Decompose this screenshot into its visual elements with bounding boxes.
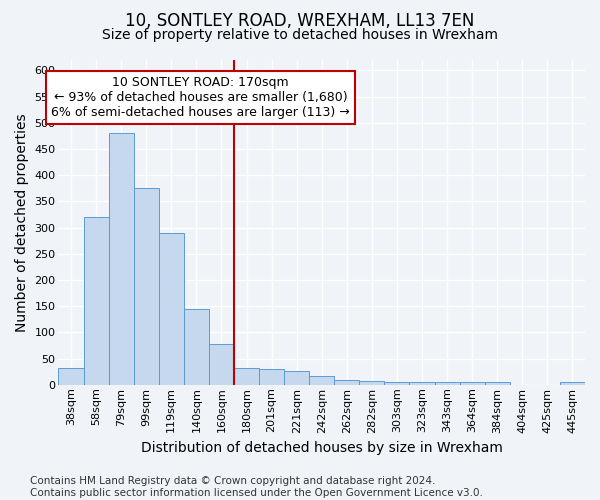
Bar [209, 344, 234, 385]
Text: 10 SONTLEY ROAD: 170sqm
← 93% of detached houses are smaller (1,680)
6% of semi-: 10 SONTLEY ROAD: 170sqm ← 93% of detache… [51, 76, 350, 119]
Bar [385, 382, 409, 385]
Bar [434, 382, 460, 385]
Bar [234, 368, 259, 385]
Bar [159, 233, 184, 385]
Bar [485, 382, 510, 385]
Bar [560, 382, 585, 385]
Bar [184, 309, 209, 385]
Text: Size of property relative to detached houses in Wrexham: Size of property relative to detached ho… [102, 28, 498, 42]
X-axis label: Distribution of detached houses by size in Wrexham: Distribution of detached houses by size … [141, 441, 503, 455]
Bar [309, 376, 334, 385]
Bar [58, 368, 83, 385]
Text: 10, SONTLEY ROAD, WREXHAM, LL13 7EN: 10, SONTLEY ROAD, WREXHAM, LL13 7EN [125, 12, 475, 30]
Bar [284, 370, 309, 385]
Y-axis label: Number of detached properties: Number of detached properties [15, 113, 29, 332]
Bar [359, 381, 385, 385]
Bar [134, 188, 159, 385]
Text: Contains HM Land Registry data © Crown copyright and database right 2024.
Contai: Contains HM Land Registry data © Crown c… [30, 476, 483, 498]
Bar [409, 382, 434, 385]
Bar [334, 380, 359, 385]
Bar [83, 217, 109, 385]
Bar [460, 382, 485, 385]
Bar [259, 369, 284, 385]
Bar [109, 134, 134, 385]
